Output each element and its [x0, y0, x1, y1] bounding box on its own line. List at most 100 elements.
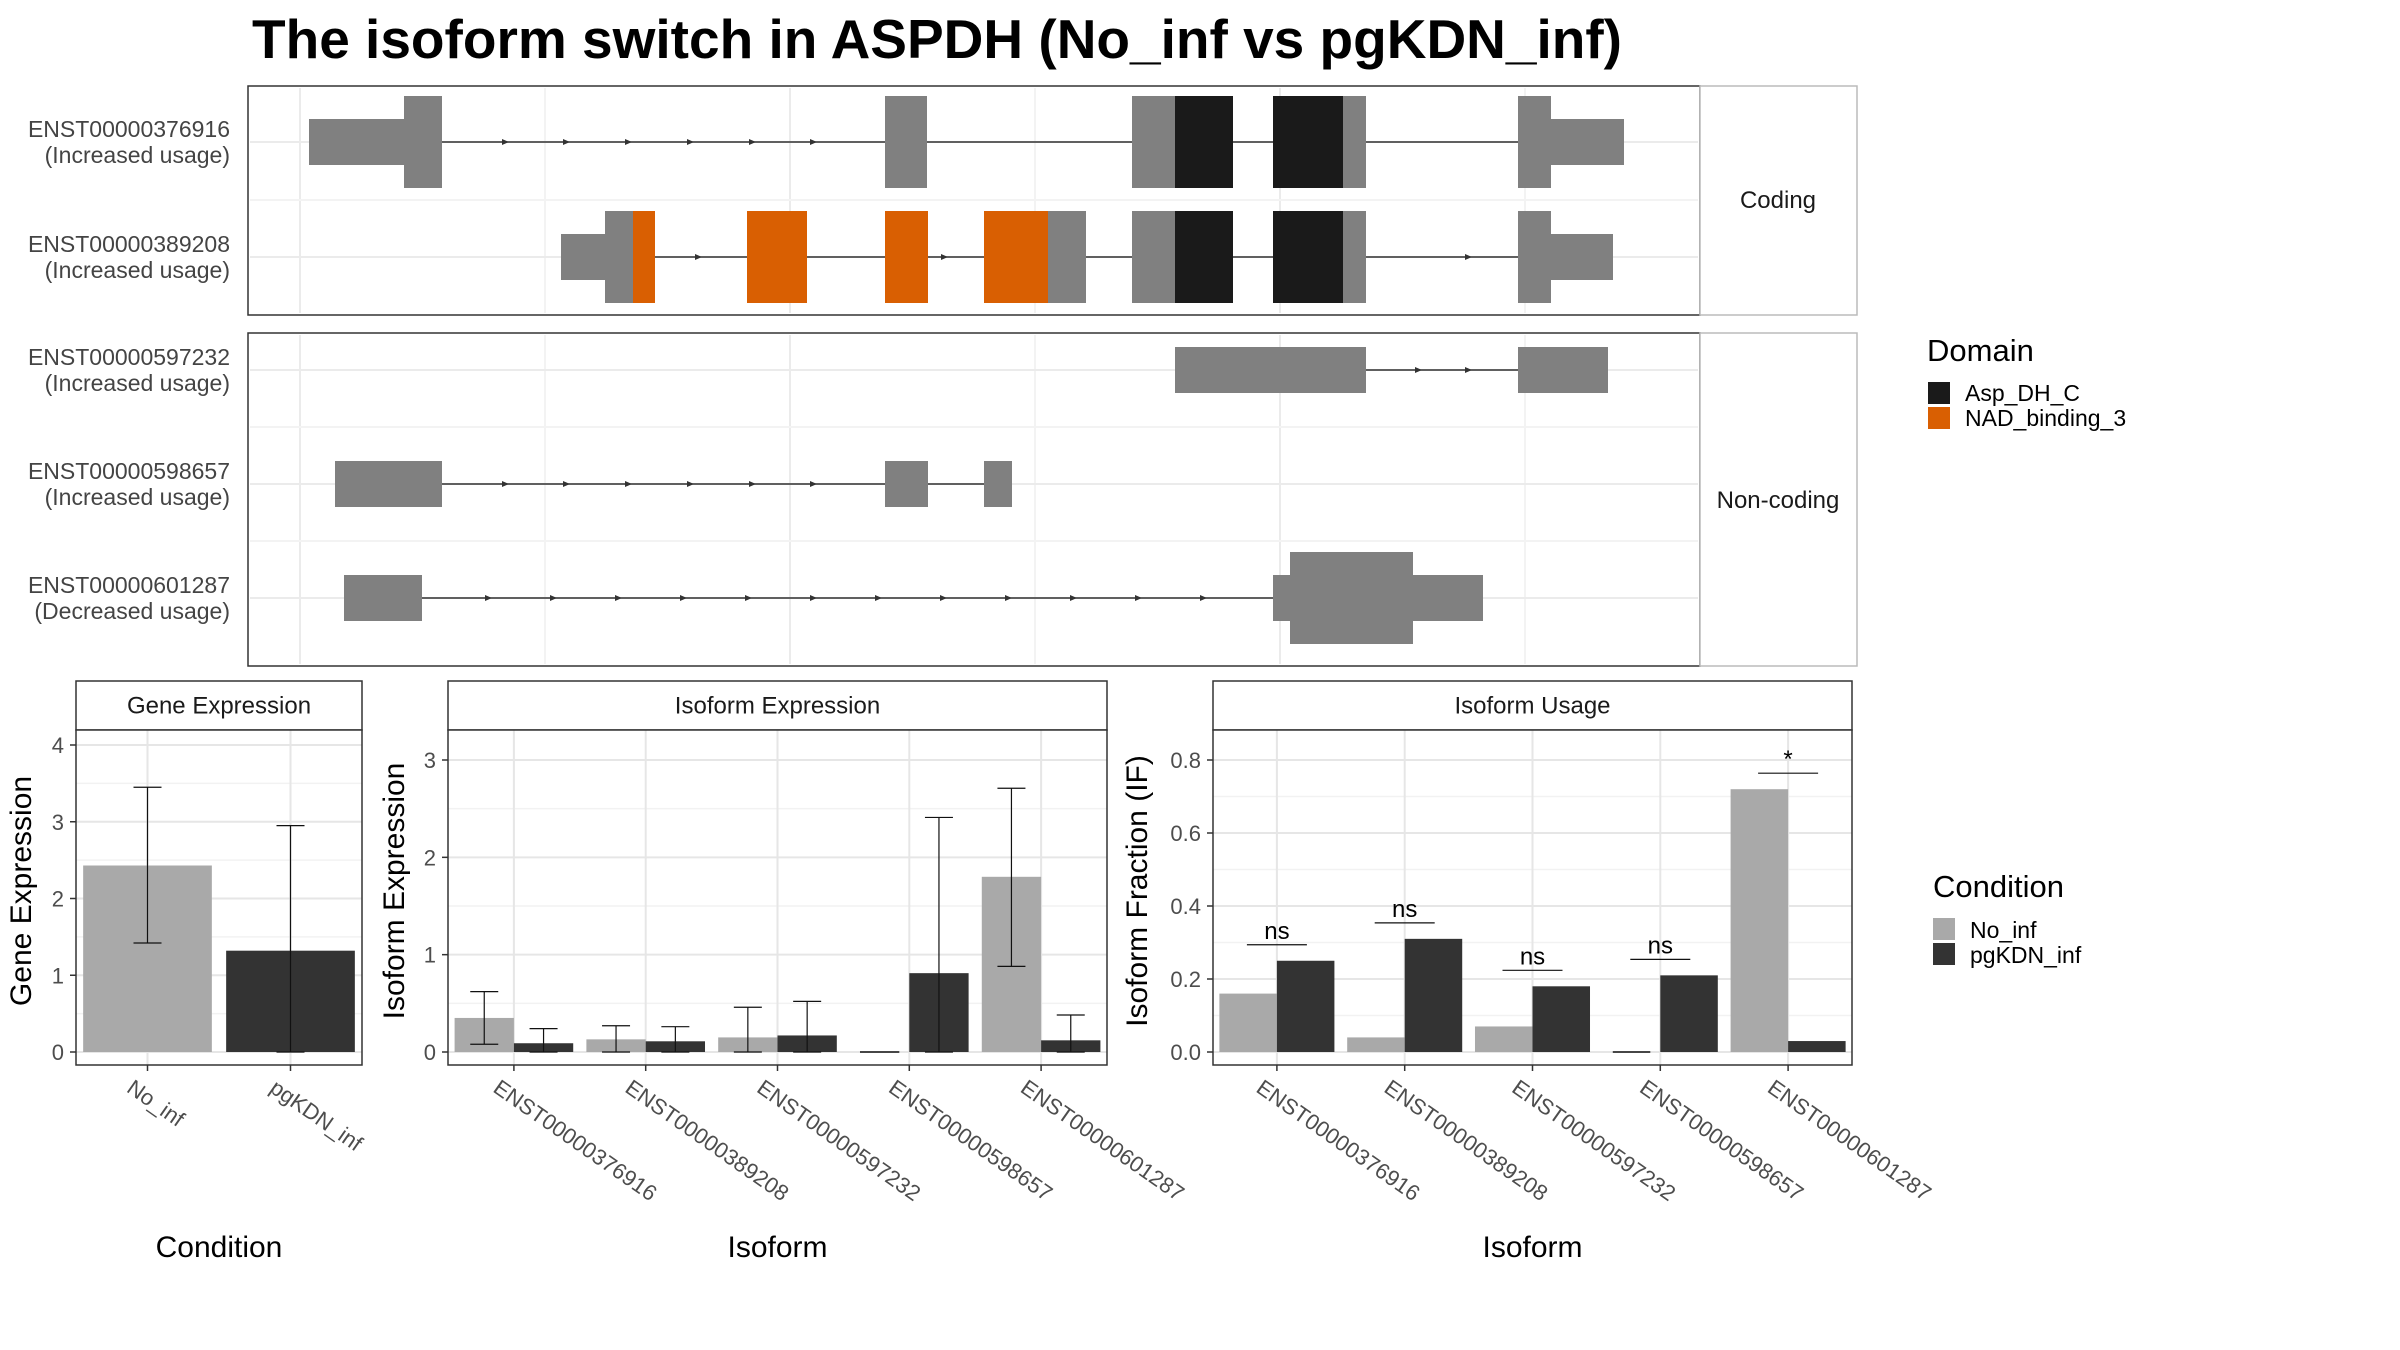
bar-enst00000597232-no-inf [1474, 1026, 1533, 1052]
domain-asp-dh-c [1175, 211, 1233, 303]
legend-label-pgkdn-inf: pgKDN_inf [1970, 942, 2082, 968]
panel-title: Isoform Expression [675, 693, 880, 720]
bar-enst00000389208-no-inf [1347, 1037, 1405, 1052]
domain-legend: Domain Asp_DH_C NAD_binding_3 [1927, 333, 2126, 431]
error-bar-enst00000389208-no-inf [602, 1025, 631, 1053]
x-axis-title: Isoform [1482, 1231, 1582, 1264]
intron-arrow [810, 139, 817, 145]
x-axis-title: Condition [156, 1231, 283, 1264]
exon [309, 119, 404, 165]
intron-arrow [810, 595, 817, 601]
intron-arrow [1465, 367, 1472, 373]
y-axis-title: Gene Expression [5, 776, 38, 1006]
intron-arrow [563, 481, 570, 487]
legend-key-no-inf [1933, 918, 1955, 940]
strip-label-noncoding: Non-coding [1717, 487, 1840, 514]
transcript-enst00000597232 [1175, 347, 1608, 393]
intron-arrow [810, 481, 817, 487]
error-bar-enst00000376916-pgkdn-inf [529, 1028, 558, 1053]
exon [335, 461, 442, 507]
domain-legend-title: Domain [1927, 333, 2034, 368]
significance-label: ns [1392, 896, 1417, 923]
exon [1175, 347, 1366, 393]
intron-arrow [1005, 595, 1012, 601]
exon [1518, 96, 1551, 188]
exon [1413, 575, 1483, 621]
intron-arrow [941, 254, 948, 260]
y-tick-label: 0.6 [1170, 821, 1201, 846]
main-title: The isoform switch in ASPDH (No_inf vs p… [252, 8, 1622, 70]
y-tick-label: 0 [52, 1040, 64, 1065]
transcript-status-enst00000598657: (Increased usage) [45, 484, 230, 510]
transcript-enst00000598657 [335, 461, 1012, 507]
domain-nad-binding-3 [747, 211, 807, 303]
domain-nad-binding-3 [885, 211, 928, 303]
plot-frame [75, 729, 363, 1066]
exon [605, 211, 633, 303]
significance-label: ns [1648, 932, 1673, 959]
panel-strip [1212, 680, 1853, 731]
y-axis-title: Isoform Fraction (IF) [1121, 755, 1154, 1027]
domain-asp-dh-c [1273, 96, 1343, 188]
intron-arrow [1465, 254, 1472, 260]
bar-enst00000601287-no-inf [1730, 789, 1789, 1052]
y-tick-label: 0.2 [1170, 967, 1201, 992]
intron-arrow [687, 481, 694, 487]
domain-asp-dh-c [1273, 211, 1343, 303]
error-bar-enst00000597232-no-inf [733, 1006, 762, 1053]
transcript-status-enst00000376916: (Increased usage) [45, 142, 230, 168]
domain-nad-binding-3 [633, 211, 655, 303]
exon [885, 461, 928, 507]
isoform-expression-chart: Isoform Expression0123ENST00000376916ENS… [378, 680, 1189, 1264]
intron-arrow [1200, 595, 1207, 601]
x-tick-label-no-inf: No_inf [123, 1075, 190, 1132]
y-tick-label: 0 [424, 1040, 436, 1065]
exon [1132, 96, 1175, 188]
transcript-enst00000601287 [344, 552, 1483, 644]
exon [1132, 211, 1175, 303]
exon [1273, 575, 1290, 621]
transcript-id-enst00000601287: ENST00000601287 [28, 572, 230, 598]
intron-arrow [625, 139, 632, 145]
legend-label-no-inf: No_inf [1970, 917, 2037, 943]
exon [404, 96, 442, 188]
intron-arrow [625, 481, 632, 487]
bar-enst00000597232-pgkdn-inf [1532, 986, 1591, 1052]
transcript-enst00000389208 [561, 211, 1613, 303]
legend-key-pgkdn-inf [1933, 943, 1955, 965]
error-bar-enst00000598657-pgkdn-inf [924, 816, 953, 1053]
bar-enst00000376916-no-inf [1219, 993, 1277, 1052]
domain-nad-binding-3 [984, 211, 1048, 303]
gene-expression-chart: Gene Expression 0 1 2 3 4 No_inf pgKDN_inf Condi… [5, 680, 368, 1264]
intron-arrow [749, 139, 756, 145]
intron-arrow [1135, 595, 1142, 601]
bar-enst00000389208-pgkdn-inf [1404, 938, 1463, 1052]
bar-enst00000376916-pgkdn-inf [1276, 960, 1335, 1052]
legend-key-asp-dh-c [1928, 382, 1950, 404]
exon [1551, 234, 1613, 280]
significance-label: ns [1264, 918, 1289, 945]
intron-arrow [1070, 595, 1077, 601]
y-tick-label: 1 [52, 963, 64, 988]
intron-arrow [502, 481, 509, 487]
error-bar-enst00000389208-pgkdn-inf [661, 1026, 690, 1053]
transcript-enst00000376916 [309, 96, 1624, 188]
transcript-id-enst00000376916: ENST00000376916 [28, 116, 230, 142]
intron-arrow [749, 481, 756, 487]
significance-label: * [1783, 746, 1792, 773]
y-tick-label: 0.0 [1170, 1040, 1201, 1065]
intron-arrow [615, 595, 622, 601]
transcript-id-enst00000597232: ENST00000597232 [28, 344, 230, 370]
intron-arrow [875, 595, 882, 601]
intron-arrow [940, 595, 947, 601]
y-tick-label: 3 [52, 810, 64, 835]
bar-enst00000601287-pgkdn-inf [1788, 1041, 1846, 1052]
y-axis-title: Isoform Expression [378, 763, 411, 1020]
transcript-labels: ENST00000376916(Increased usage)ENST0000… [28, 116, 230, 624]
error-bar-enst00000376916-no-inf [470, 991, 499, 1045]
exon [1048, 211, 1086, 303]
error-bar-enst00000601287-no-inf [997, 787, 1026, 967]
exon [1518, 347, 1608, 393]
exon [561, 234, 605, 280]
